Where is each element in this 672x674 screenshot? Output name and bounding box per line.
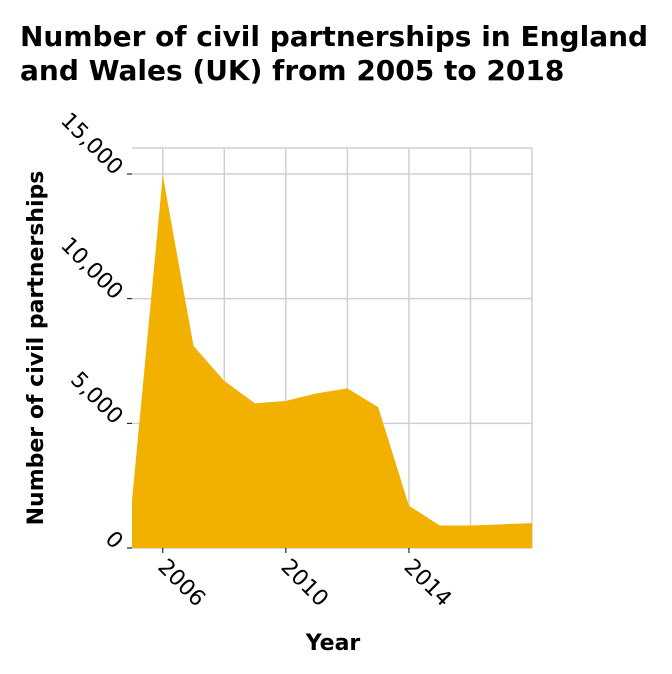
y-tick-label: 15,000 xyxy=(55,108,127,180)
x-axis-ticks: 2006 2010 2014 xyxy=(153,548,456,612)
y-tick-label: 10,000 xyxy=(55,233,127,305)
chart-title-line-1: Number of civil partnerships in England xyxy=(20,20,648,53)
x-tick-label: 2006 xyxy=(153,555,210,612)
y-tick-label: 0 xyxy=(100,527,128,555)
area-fill xyxy=(132,175,532,548)
x-tick-label: 2014 xyxy=(399,555,456,612)
x-axis-label: Year xyxy=(305,631,361,656)
x-tick-label: 2010 xyxy=(276,555,333,612)
y-axis-ticks: 0 5,000 10,000 15,000 xyxy=(55,108,132,554)
y-axis-label: Number of civil partnerships xyxy=(24,171,49,526)
area-series xyxy=(131,175,533,548)
y-tick-label: 5,000 xyxy=(65,367,127,429)
chart-title-line-2: and Wales (UK) from 2005 to 2018 xyxy=(20,54,564,87)
